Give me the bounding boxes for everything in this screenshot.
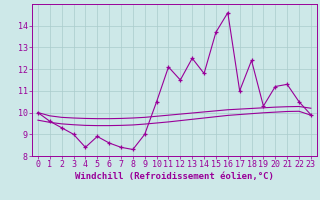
X-axis label: Windchill (Refroidissement éolien,°C): Windchill (Refroidissement éolien,°C) — [75, 172, 274, 181]
